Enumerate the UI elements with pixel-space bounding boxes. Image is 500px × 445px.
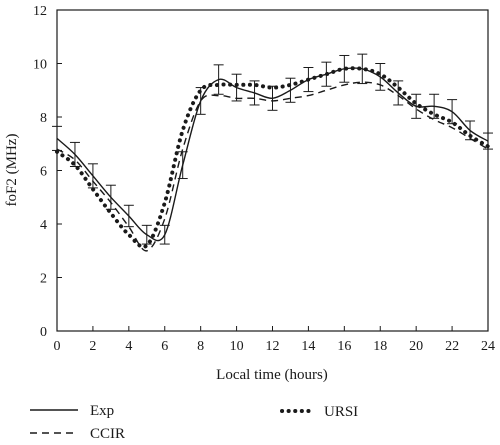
- y-tick-label: 6: [40, 165, 47, 180]
- y-tick-label: 12: [33, 4, 47, 19]
- legend-label-ursi: URSI: [324, 404, 358, 420]
- legend-label-ccir: CCIR: [90, 426, 125, 442]
- error-bar: [213, 64, 224, 95]
- x-tick-label: 14: [301, 339, 315, 354]
- y-tick-label: 2: [40, 272, 47, 287]
- x-tick-label: 12: [266, 339, 280, 354]
- x-tick-label: 18: [373, 339, 387, 354]
- x-tick-label: 22: [445, 339, 459, 354]
- error-bar: [393, 80, 404, 106]
- y-tick-label: 0: [40, 325, 47, 340]
- series-line-ursi: [55, 66, 490, 249]
- error-bar: [177, 151, 188, 180]
- y-tick-label: 4: [40, 218, 47, 233]
- x-tick-label: 20: [409, 339, 423, 354]
- x-tick-label: 6: [161, 339, 168, 354]
- legend: Exp CCIR URSI: [30, 403, 358, 442]
- y-axis-label: foF2 (MHz): [4, 134, 20, 207]
- error-bar: [105, 184, 116, 210]
- error-bar: [357, 53, 368, 85]
- x-axis-ticks: 0 2 4 6 8 10 12 14 16 18 20 22 24: [54, 326, 495, 354]
- series-layer: [52, 53, 493, 252]
- error-bar: [411, 93, 422, 119]
- x-axis-label: Local time (hours): [216, 367, 328, 383]
- y-axis-ticks: 0 2 4 6 8 10 12: [33, 4, 62, 340]
- x-tick-label: 16: [337, 339, 351, 354]
- y-tick-label: 8: [40, 111, 47, 126]
- legend-label-exp: Exp: [90, 403, 114, 419]
- x-tick-label: 10: [230, 339, 244, 354]
- series-line-ccir: [56, 81, 489, 252]
- x-tick-label: 4: [125, 339, 132, 354]
- error-bar: [141, 224, 152, 245]
- x-tick-label: 24: [481, 339, 495, 354]
- x-tick-label: 0: [54, 339, 61, 354]
- error-bar: [285, 77, 296, 103]
- y-tick-label: 10: [33, 58, 47, 73]
- plot-frame: [56, 9, 489, 332]
- x-tick-label: 8: [197, 339, 204, 354]
- error-bar: [375, 63, 386, 91]
- error-bar: [231, 73, 242, 102]
- error-bar: [159, 224, 170, 245]
- error-bar: [52, 125, 62, 151]
- error-bar: [123, 204, 134, 228]
- x-tick-label: 2: [89, 339, 96, 354]
